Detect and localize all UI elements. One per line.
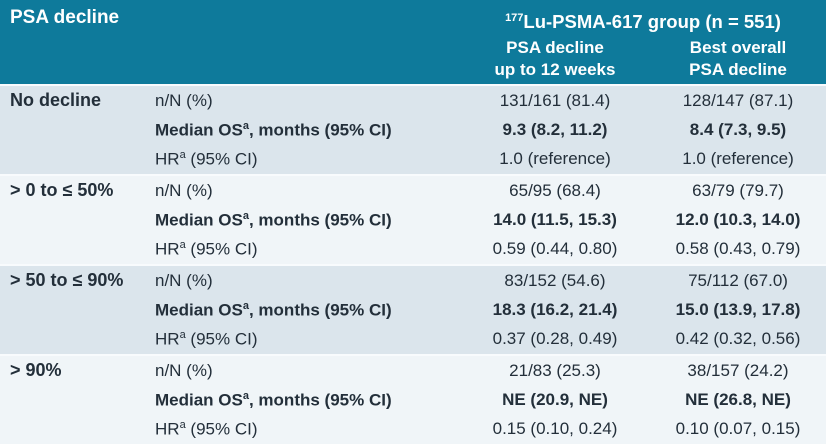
metric-text: (95% CI) xyxy=(185,419,258,439)
metric-text: , months (95% CI) xyxy=(248,210,392,230)
metric-label: Median OSa, months (95% CI) xyxy=(150,300,460,321)
group-title-text: Lu-PSMA-617 group (n = 551) xyxy=(523,11,781,33)
category-cell: > 90% xyxy=(10,360,62,381)
metric-label: n/N (%) xyxy=(150,271,460,291)
value-best: 12.0 (10.3, 14.0) xyxy=(675,209,801,229)
category-cell: > 0 to ≤ 50% xyxy=(10,180,114,201)
superscript-a: a xyxy=(242,299,249,312)
value-best: 0.58 (0.43, 0.79) xyxy=(675,239,801,259)
table-row: HRa (95% CI) 0.15 (0.10, 0.24) 0.10 (0.0… xyxy=(0,415,826,444)
category-cell: > 50 to ≤ 90% xyxy=(10,270,124,291)
table-header: PSA decline 177Lu-PSMA-617 group (n = 55… xyxy=(0,0,826,84)
value-psa12: 18.3 (16.2, 21.4) xyxy=(492,299,618,319)
metric-label: Median OSa, months (95% CI) xyxy=(150,210,460,231)
value-psa12: 83/152 (54.6) xyxy=(504,270,606,290)
group-0-to-50: > 0 to ≤ 50% n/N (%) 65/95 (68.4) 63/79 … xyxy=(0,174,826,264)
metric-label: Median OSa, months (95% CI) xyxy=(150,390,460,411)
superscript-a: a xyxy=(179,328,186,341)
value-psa12: 1.0 (reference) xyxy=(499,149,611,169)
superscript-a: a xyxy=(179,148,186,161)
superscript-a: a xyxy=(242,119,249,132)
value-psa12: 0.59 (0.44, 0.80) xyxy=(492,239,618,259)
value-psa12: NE (20.9, NE) xyxy=(502,389,608,409)
group-title: 177Lu-PSMA-617 group (n = 551) xyxy=(460,7,826,33)
metric-label: HRa (95% CI) xyxy=(150,239,460,260)
metric-text: Median OS xyxy=(155,300,243,320)
column-header-psa12-line1: PSA decline xyxy=(506,38,604,58)
value-psa12: 0.37 (0.28, 0.49) xyxy=(492,329,618,349)
metric-text: HR xyxy=(155,419,180,439)
superscript-a: a xyxy=(179,238,186,251)
value-best: 63/79 (79.7) xyxy=(692,180,784,200)
column-header-best-line2: PSA decline xyxy=(689,60,787,80)
value-best: 38/157 (24.2) xyxy=(687,360,789,380)
metric-text: (95% CI) xyxy=(185,239,258,259)
column-header-psa-decline: PSA decline xyxy=(10,7,120,28)
metric-text: , months (95% CI) xyxy=(248,120,392,140)
metric-text: , months (95% CI) xyxy=(248,300,392,320)
table-row: No decline n/N (%) 131/161 (81.4) 128/14… xyxy=(0,86,826,115)
metric-text: HR xyxy=(155,149,180,169)
metric-text: n/N (%) xyxy=(155,270,213,290)
metric-text: Median OS xyxy=(155,390,243,410)
superscript-a: a xyxy=(242,389,249,402)
table-row: > 90% n/N (%) 21/83 (25.3) 38/157 (24.2) xyxy=(0,356,826,385)
isotope-superscript: 177 xyxy=(505,12,524,24)
category-cell: No decline xyxy=(10,90,102,111)
column-header-best-line1: Best overall xyxy=(689,38,787,58)
column-header-psa12-line2: up to 12 weeks xyxy=(494,60,616,80)
metric-text: Median OS xyxy=(155,210,243,230)
metric-label: HRa (95% CI) xyxy=(150,149,460,170)
metric-text: n/N (%) xyxy=(155,180,213,200)
metric-label: HRa (95% CI) xyxy=(150,419,460,440)
value-best: 15.0 (13.9, 17.8) xyxy=(675,299,801,319)
metric-text: HR xyxy=(155,329,180,349)
table-row: > 50 to ≤ 90% n/N (%) 83/152 (54.6) 75/1… xyxy=(0,266,826,295)
table-row: HRa (95% CI) 0.59 (0.44, 0.80) 0.58 (0.4… xyxy=(0,235,826,264)
superscript-a: a xyxy=(242,209,249,222)
value-psa12: 9.3 (8.2, 11.2) xyxy=(502,119,608,139)
metric-text: , months (95% CI) xyxy=(248,390,392,410)
metric-label: HRa (95% CI) xyxy=(150,329,460,350)
metric-text: Median OS xyxy=(155,120,243,140)
value-psa12: 21/83 (25.3) xyxy=(509,360,601,380)
value-psa12: 65/95 (68.4) xyxy=(509,180,601,200)
superscript-a: a xyxy=(179,418,186,431)
group-50-to-90: > 50 to ≤ 90% n/N (%) 83/152 (54.6) 75/1… xyxy=(0,264,826,354)
metric-label: n/N (%) xyxy=(150,361,460,381)
table-row: > 0 to ≤ 50% n/N (%) 65/95 (68.4) 63/79 … xyxy=(0,176,826,205)
value-best: 0.10 (0.07, 0.15) xyxy=(675,419,801,439)
table-row: HRa (95% CI) 0.37 (0.28, 0.49) 0.42 (0.3… xyxy=(0,325,826,354)
sub-headers: PSA decline up to 12 weeks Best overall … xyxy=(460,37,826,81)
table-row: Median OSa, months (95% CI) NE (20.9, NE… xyxy=(0,385,826,414)
column-header-best: Best overall PSA decline xyxy=(650,37,826,81)
column-header-psa12: PSA decline up to 12 weeks xyxy=(460,37,650,81)
group-no-decline: No decline n/N (%) 131/161 (81.4) 128/14… xyxy=(0,84,826,174)
table-row: Median OSa, months (95% CI) 9.3 (8.2, 11… xyxy=(0,115,826,144)
value-best: 8.4 (7.3, 9.5) xyxy=(689,119,787,139)
value-best: 0.42 (0.32, 0.56) xyxy=(675,329,801,349)
group-over-90: > 90% n/N (%) 21/83 (25.3) 38/157 (24.2)… xyxy=(0,354,826,444)
metric-label: n/N (%) xyxy=(150,91,460,111)
metric-label: Median OSa, months (95% CI) xyxy=(150,120,460,141)
group-header: 177Lu-PSMA-617 group (n = 551) PSA decli… xyxy=(460,0,826,84)
metric-text: n/N (%) xyxy=(155,90,213,110)
metric-text: n/N (%) xyxy=(155,360,213,380)
metric-text: (95% CI) xyxy=(185,329,258,349)
value-best: 75/112 (67.0) xyxy=(688,270,788,290)
value-best: 128/147 (87.1) xyxy=(682,90,794,110)
metric-label: n/N (%) xyxy=(150,181,460,201)
value-psa12: 131/161 (81.4) xyxy=(499,90,611,110)
table-row: HRa (95% CI) 1.0 (reference) 1.0 (refere… xyxy=(0,145,826,174)
metric-text: HR xyxy=(155,239,180,259)
metric-text: (95% CI) xyxy=(185,149,258,169)
value-best: 1.0 (reference) xyxy=(682,149,794,169)
table-row: Median OSa, months (95% CI) 18.3 (16.2, … xyxy=(0,295,826,324)
value-best: NE (26.8, NE) xyxy=(685,389,791,409)
value-psa12: 0.15 (0.10, 0.24) xyxy=(492,419,618,439)
table-row: Median OSa, months (95% CI) 14.0 (11.5, … xyxy=(0,205,826,234)
value-psa12: 14.0 (11.5, 15.3) xyxy=(493,209,617,229)
